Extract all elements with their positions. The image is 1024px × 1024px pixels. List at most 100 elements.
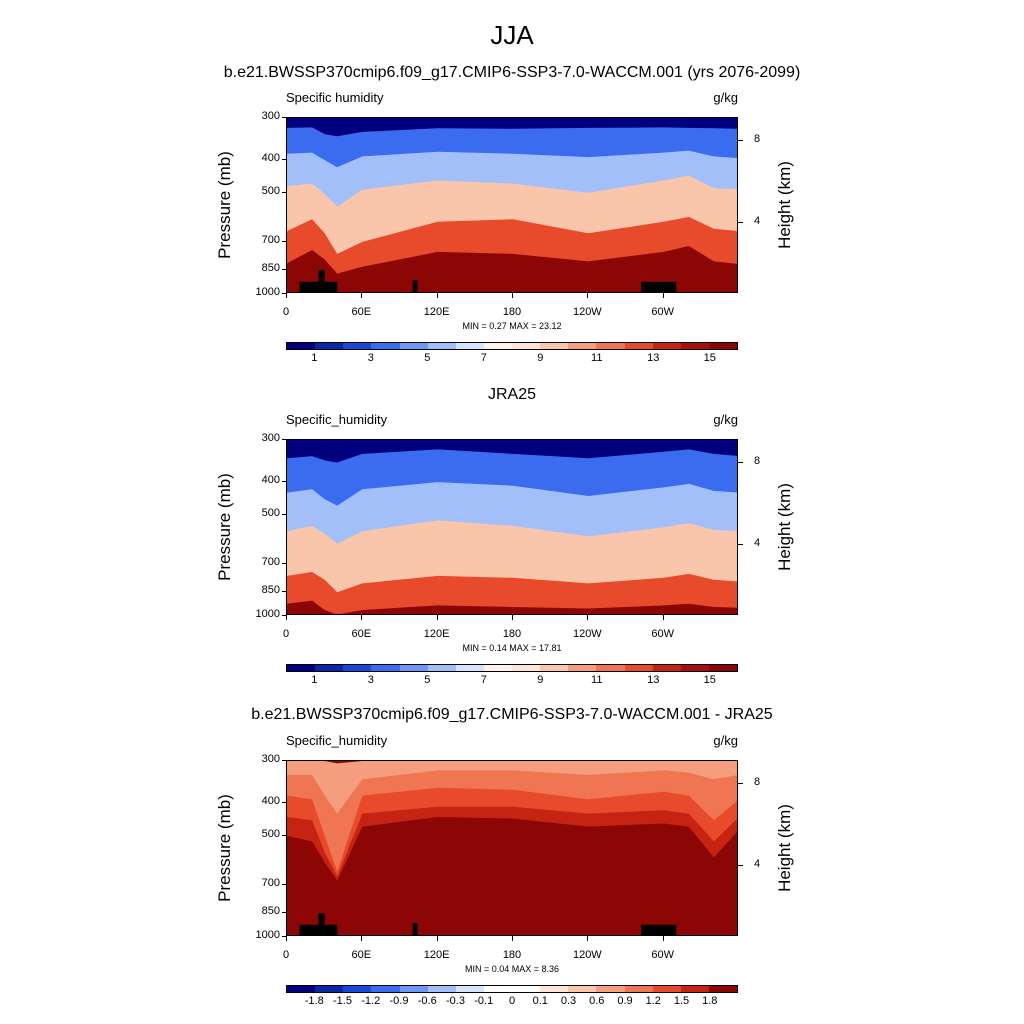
x-tick-mark bbox=[662, 293, 664, 298]
x-tick-mark bbox=[436, 293, 438, 298]
colorbar-swatch bbox=[455, 986, 484, 992]
height-tick-label: 8 bbox=[754, 454, 761, 467]
x-tick-label: 0 bbox=[282, 949, 290, 961]
x-tick-label: 180 bbox=[502, 628, 522, 640]
figure-title: JJA bbox=[490, 20, 534, 50]
x-tick-label: 60W bbox=[651, 949, 674, 961]
colorbar-swatch bbox=[427, 343, 456, 349]
colorbar-label: -1.2 bbox=[361, 995, 381, 1007]
height-tick-mark bbox=[738, 461, 743, 463]
y-tick-mark bbox=[282, 802, 286, 804]
colorbar-swatch bbox=[371, 665, 400, 671]
x-tick-label: 180 bbox=[502, 949, 522, 961]
min-max-stats: MIN = 0.04 MAX = 8.36 bbox=[464, 964, 560, 974]
colorbar-swatch bbox=[287, 986, 316, 992]
x-tick-mark bbox=[286, 293, 287, 298]
colorbar-swatch bbox=[371, 343, 400, 349]
colorbar-swatch bbox=[708, 343, 737, 349]
y-tick-mark bbox=[282, 240, 286, 242]
terrain-mask bbox=[318, 913, 325, 935]
x-tick-label: 0 bbox=[282, 628, 290, 640]
height-tick-mark bbox=[738, 139, 743, 141]
y-axis-label: Pressure (mb) bbox=[215, 794, 234, 902]
colorbar-swatch bbox=[483, 665, 512, 671]
x-tick-mark bbox=[436, 936, 438, 941]
x-tick-label: 60E bbox=[351, 306, 372, 318]
y-tick-mark bbox=[282, 513, 286, 515]
colorbar-label: -0.9 bbox=[389, 995, 409, 1007]
y-tick-label: 300 bbox=[261, 110, 280, 122]
colorbar-swatch bbox=[483, 343, 512, 349]
colorbar bbox=[286, 985, 738, 993]
colorbar-label: 15 bbox=[703, 352, 716, 364]
x-tick-label: 60W bbox=[651, 628, 674, 640]
height-axis-label: Height (km) bbox=[775, 804, 794, 892]
colorbar-swatch bbox=[427, 665, 456, 671]
terrain-mask bbox=[318, 270, 325, 292]
colorbar-label: 13 bbox=[647, 674, 660, 686]
y-tick-label: 700 bbox=[261, 233, 280, 246]
y-tick-label: 400 bbox=[261, 474, 280, 487]
y-tick-mark bbox=[282, 269, 286, 271]
colorbar-swatch bbox=[343, 343, 372, 349]
colorbar-swatch bbox=[680, 343, 709, 349]
min-max-stats: MIN = 0.14 MAX = 17.81 bbox=[462, 643, 562, 653]
colorbar-label: 1.2 bbox=[645, 995, 661, 1007]
colorbar-swatch bbox=[540, 665, 569, 671]
height-tick-label: 8 bbox=[754, 775, 761, 788]
x-tick-mark bbox=[662, 936, 664, 941]
height-tick-mark bbox=[738, 864, 743, 866]
colorbar-label: 11 bbox=[591, 352, 603, 364]
y-tick-label: 500 bbox=[261, 184, 280, 197]
x-tick-mark bbox=[512, 615, 513, 620]
colorbar-label: 9 bbox=[537, 352, 544, 364]
colorbar-swatch bbox=[540, 986, 569, 992]
colorbar-swatch bbox=[287, 665, 316, 671]
min-max-stats: MIN = 0.27 MAX = 23.12 bbox=[462, 321, 562, 331]
y-tick-label: 850 bbox=[261, 905, 280, 918]
y-tick-label: 700 bbox=[261, 876, 280, 889]
y-tick-label: 1000 bbox=[255, 929, 280, 941]
colorbar-swatch bbox=[287, 343, 316, 349]
y-tick-mark bbox=[282, 293, 286, 294]
y-tick-mark bbox=[282, 117, 286, 118]
units-label: g/kg bbox=[713, 412, 738, 427]
contour-field bbox=[287, 761, 737, 935]
colorbar-label: 11 bbox=[591, 674, 603, 686]
x-tick-mark bbox=[361, 936, 363, 941]
units-label: g/kg bbox=[713, 733, 738, 748]
colorbar-label: 3 bbox=[367, 674, 374, 686]
y-tick-mark bbox=[282, 439, 286, 440]
colorbar-swatch bbox=[512, 343, 541, 349]
y-tick-mark bbox=[282, 834, 286, 836]
x-tick-label: 0 bbox=[282, 306, 290, 318]
colorbar-swatch bbox=[596, 986, 625, 992]
colorbar-swatch bbox=[568, 986, 597, 992]
y-tick-mark bbox=[282, 191, 286, 193]
y-tick-label: 300 bbox=[261, 753, 280, 765]
panel-title: b.e21.BWSSP370cmip6.f09_g17.CMIP6-SSP3-7… bbox=[251, 706, 773, 723]
y-tick-label: 700 bbox=[261, 555, 280, 568]
colorbar-swatch bbox=[399, 343, 428, 349]
y-tick-label: 500 bbox=[261, 506, 280, 519]
y-tick-label: 400 bbox=[261, 152, 280, 165]
x-tick-mark bbox=[286, 936, 287, 941]
contour-band bbox=[287, 817, 737, 935]
colorbar-label: 0.3 bbox=[560, 995, 577, 1007]
height-tick-label: 4 bbox=[754, 214, 761, 227]
terrain-mask bbox=[412, 280, 418, 292]
colorbar-swatch bbox=[596, 343, 625, 349]
contour-field bbox=[287, 118, 737, 292]
colorbar-label: 0.9 bbox=[617, 995, 633, 1007]
colorbar-swatch bbox=[708, 986, 737, 992]
variable-name: Specific humidity bbox=[286, 90, 384, 105]
terrain-mask bbox=[641, 924, 677, 935]
colorbar-label: 1.8 bbox=[702, 995, 718, 1007]
y-tick-mark bbox=[282, 936, 286, 937]
height-tick-mark bbox=[738, 782, 743, 784]
colorbar-swatch bbox=[455, 343, 484, 349]
colorbar-label: -0.1 bbox=[474, 995, 494, 1007]
colorbar-swatch bbox=[512, 986, 541, 992]
colorbar-swatch bbox=[315, 665, 344, 671]
y-tick-label: 1000 bbox=[255, 286, 280, 298]
